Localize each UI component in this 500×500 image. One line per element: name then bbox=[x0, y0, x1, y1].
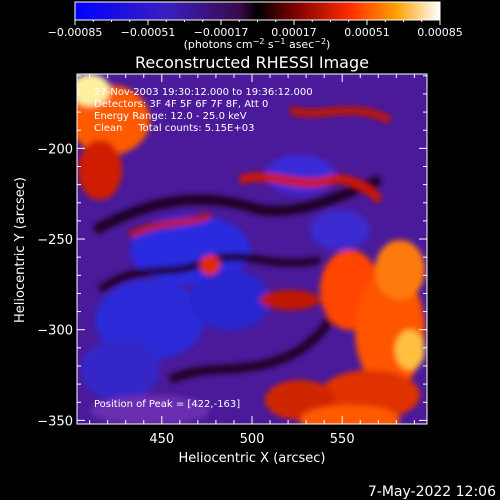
colorbar-tick-label: −0.00051 bbox=[121, 26, 176, 39]
y-tick-label: −350 bbox=[37, 414, 73, 429]
y-tick-label: −300 bbox=[37, 324, 73, 339]
colorbar-tick-label: 0.00017 bbox=[271, 26, 317, 39]
colorbar-tick-label: −0.00085 bbox=[48, 26, 103, 39]
annotation-detectors: Detectors: 3F 4F 5F 6F 7F 8F, Att 0 bbox=[94, 99, 268, 110]
colorbar-tick-label: 0.00051 bbox=[344, 26, 390, 39]
colorbar-ticks: −0.00085 −0.00051 −0.00017 0.00017 0.00051 0.… bbox=[48, 20, 463, 39]
x-tick-label: 500 bbox=[240, 432, 265, 447]
heatmap-image bbox=[77, 74, 427, 424]
y-tick-label: −250 bbox=[37, 233, 73, 248]
x-tick-label: 450 bbox=[149, 432, 174, 447]
y-axis-label: Heliocentric Y (arcsec) bbox=[13, 177, 28, 323]
annotation-clean: Clean Total counts: 5.15E+03 bbox=[94, 123, 254, 134]
colorbar-tick-label: −0.00017 bbox=[194, 26, 249, 39]
colorbar: −0.00085 −0.00051 −0.00017 0.00017 0.00051 0.… bbox=[48, 1, 463, 51]
chart-title: Reconstructed RHESSI Image bbox=[135, 53, 369, 72]
heatmap-blobs bbox=[77, 74, 425, 424]
colorbar-unit-label: (photons cm−2 s−1 asec−2) bbox=[184, 37, 331, 51]
annotations: 27-Nov-2003 19:30:12.000 to 19:36:12.000… bbox=[94, 87, 313, 410]
x-tick-label: 550 bbox=[330, 432, 355, 447]
colorbar-gradient bbox=[74, 1, 441, 21]
annotation-time: 27-Nov-2003 19:30:12.000 to 19:36:12.000 bbox=[94, 87, 313, 98]
x-axis-label: Heliocentric X (arcsec) bbox=[179, 451, 326, 466]
axis-ticks: 450 500 550 −200 −250 −300 −350 bbox=[37, 74, 427, 447]
colorbar-tick-label: 0.00085 bbox=[417, 26, 463, 39]
annotation-energy: Energy Range: 12.0 - 25.0 keV bbox=[94, 111, 247, 122]
footer-date: 7-May-2022 12:06 bbox=[368, 484, 496, 500]
annotation-peak: Position of Peak = [422,-163] bbox=[94, 399, 240, 410]
y-tick-label: −200 bbox=[37, 142, 73, 157]
